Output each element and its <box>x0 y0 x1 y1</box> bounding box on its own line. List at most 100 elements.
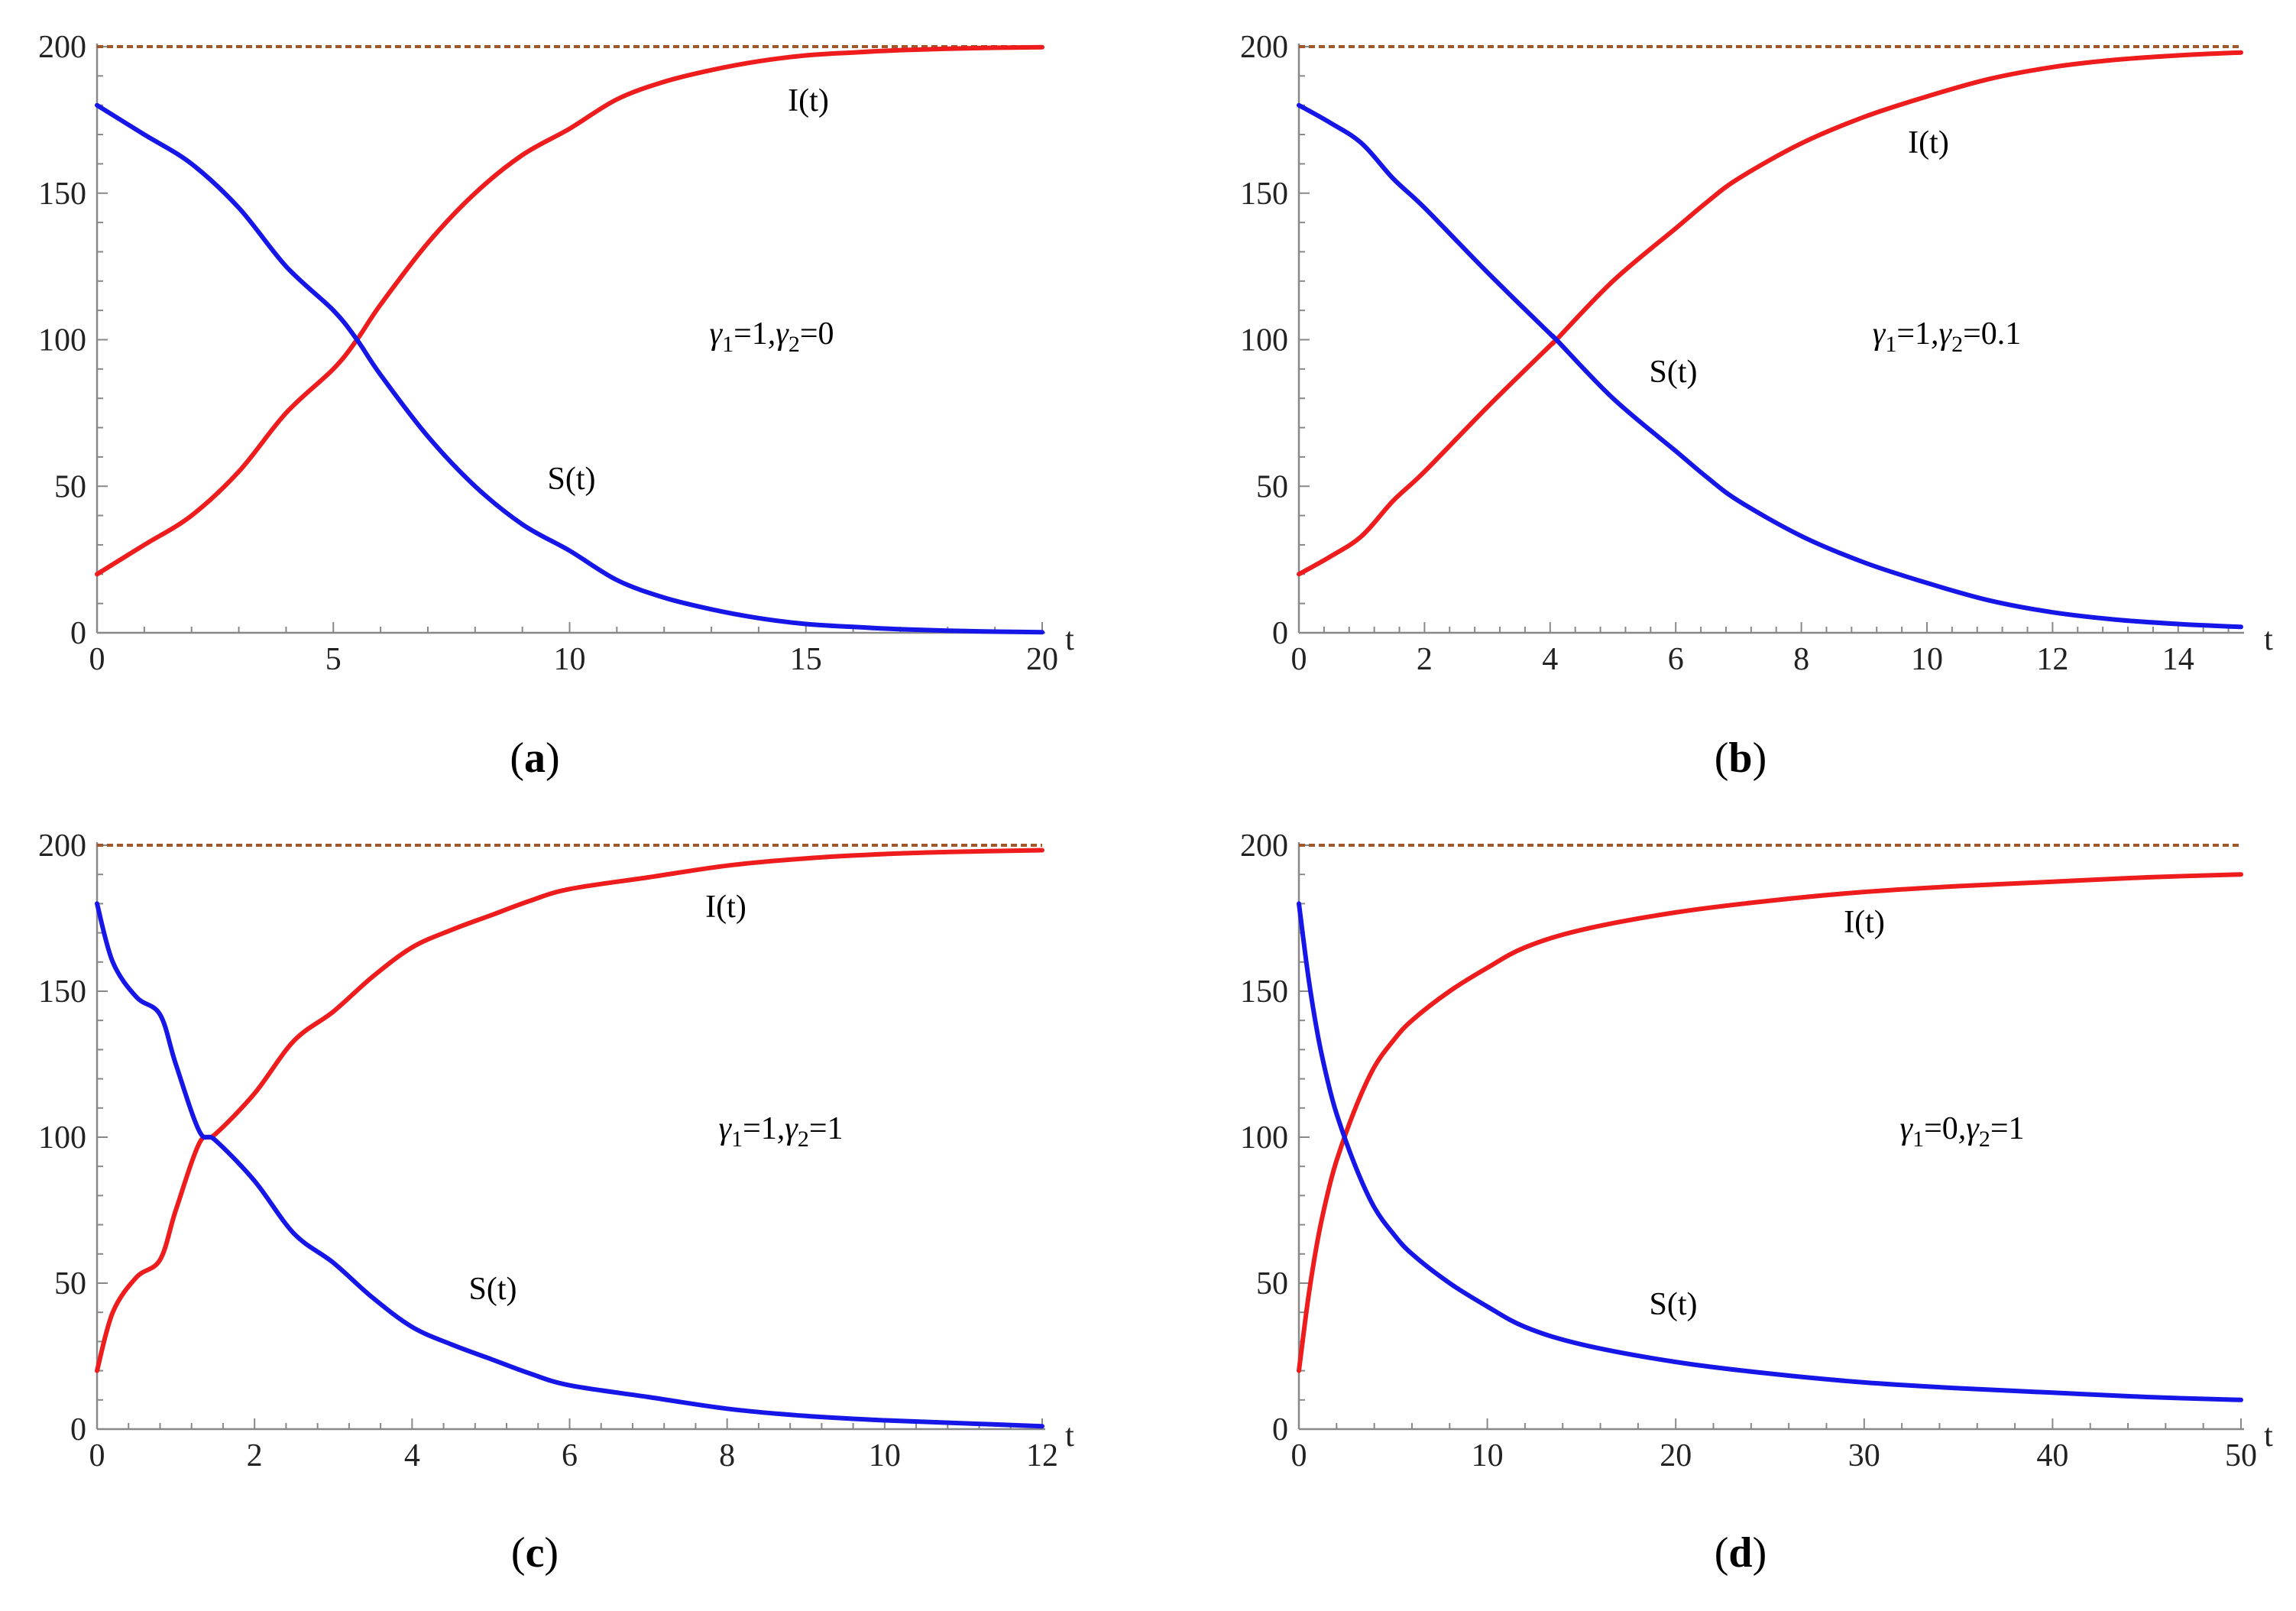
x-tick-label: 4 <box>1542 642 1558 677</box>
gamma-subscript: 2 <box>1979 1126 1990 1152</box>
panel-caption: (d) <box>1715 1529 1767 1577</box>
gamma-symbol: ,γ <box>1958 1111 1980 1146</box>
infected-curve <box>1297 872 2243 1373</box>
x-tick-label: 0 <box>1291 1438 1307 1473</box>
y-tick-label: 50 <box>1256 1266 1288 1301</box>
x-tick-label: 10 <box>1911 642 1943 677</box>
gamma1-value: 1 <box>1915 316 1931 352</box>
gamma-subscript: 2 <box>789 332 800 357</box>
panel-b: 0 2 4 6 8 10 12 14050100150200tI(t)S(t)γ1=1,γ2=… <box>1240 30 2273 782</box>
y-tick-label: 200 <box>1240 828 1288 864</box>
equals-sign: = <box>1896 316 1915 352</box>
susceptible-curve-label: S(t) <box>1650 1287 1698 1322</box>
caption-paren: ( <box>1715 1529 1729 1577</box>
x-tick-label: 8 <box>719 1438 735 1473</box>
panel-caption: (c) <box>511 1529 559 1577</box>
caption-letter: d <box>1728 1529 1752 1577</box>
infected-curve-label: I(t) <box>1908 125 1949 160</box>
equals-sign: = <box>1990 1111 2009 1146</box>
infected-curve <box>95 848 1044 1373</box>
y-tick-label: 100 <box>38 1120 86 1156</box>
gamma-subscript: 2 <box>798 1126 809 1152</box>
y-tick-label: 50 <box>54 469 86 504</box>
x-tick-label: 10 <box>554 642 586 677</box>
x-tick-label: 30 <box>1848 1438 1880 1473</box>
gamma-subscript: 2 <box>1951 332 1963 357</box>
equals-sign: = <box>743 1111 761 1146</box>
parameter-annotation: γ1=1,γ2=0.1 <box>1873 316 2022 357</box>
y-tick-label: 150 <box>38 974 86 1010</box>
gamma1-value: 1 <box>761 1111 777 1146</box>
infected-curve <box>95 44 1044 577</box>
x-axis-label: t <box>2264 1418 2273 1454</box>
x-tick-label: 40 <box>2036 1438 2068 1473</box>
gamma-subscript: 1 <box>1912 1126 1924 1152</box>
equals-sign: = <box>1963 316 1981 352</box>
x-tick-label: 2 <box>1417 642 1433 677</box>
susceptible-curve <box>1297 102 2243 630</box>
equals-sign: = <box>809 1111 827 1146</box>
equals-sign: = <box>800 316 818 352</box>
x-tick-label: 12 <box>2036 642 2068 677</box>
x-axis-label: t <box>1065 622 1074 657</box>
infected-curve <box>1297 50 2243 577</box>
y-tick-label: 150 <box>1240 177 1288 212</box>
caption-paren: ( <box>1715 734 1729 782</box>
x-tick-label: 0 <box>89 1438 105 1473</box>
gamma2-value: 1 <box>827 1111 844 1146</box>
x-tick-label: 50 <box>2225 1438 2257 1473</box>
x-tick-label: 6 <box>562 1438 578 1473</box>
caption-letter: a <box>524 734 546 782</box>
parameter-annotation: γ1=1,γ2=0 <box>710 316 834 357</box>
susceptible-curve <box>95 102 1044 635</box>
y-tick-label: 0 <box>70 1412 86 1447</box>
infected-curve-label: I(t) <box>788 83 829 118</box>
gamma-symbol: ,γ <box>1931 316 1953 352</box>
infected-curve-label: I(t) <box>1844 905 1885 940</box>
susceptible-curve <box>95 901 1044 1429</box>
y-tick-label: 0 <box>70 616 86 651</box>
equals-sign: = <box>733 316 752 352</box>
x-tick-label: 4 <box>404 1438 420 1473</box>
gamma-symbol: γ <box>1873 316 1886 352</box>
y-tick-label: 100 <box>1240 323 1288 358</box>
x-tick-label: 8 <box>1793 642 1809 677</box>
y-tick-label: 0 <box>1272 616 1288 651</box>
x-tick-label: 14 <box>2162 642 2194 677</box>
susceptible-curve-label: S(t) <box>548 462 596 497</box>
panel-caption: (b) <box>1715 734 1767 782</box>
susceptible-curve-label: S(t) <box>469 1272 517 1307</box>
x-tick-label: 20 <box>1026 642 1058 677</box>
x-tick-label: 0 <box>1291 642 1307 677</box>
panel-d: 0 10 20 30 40 50050100150200tI(t)S(t)γ1=0,γ2=… <box>1240 828 2273 1577</box>
caption-letter: c <box>526 1529 545 1577</box>
panel-a: 0 5 10 15 20050100150200tI(t)S(t)γ1=1,γ2=0(a… <box>38 30 1074 782</box>
gamma-symbol: γ <box>1900 1111 1914 1146</box>
susceptible-curve-label: S(t) <box>1650 355 1698 390</box>
y-tick-label: 200 <box>38 30 86 65</box>
caption-letter: b <box>1728 734 1752 782</box>
panel-caption: (a) <box>510 734 559 782</box>
gamma-symbol: γ <box>710 316 724 352</box>
x-tick-label: 6 <box>1668 642 1684 677</box>
y-tick-label: 0 <box>1272 1412 1288 1447</box>
caption-paren: ) <box>544 1529 559 1577</box>
caption-paren: ) <box>1753 1529 1767 1577</box>
y-tick-label: 150 <box>1240 974 1288 1010</box>
parameter-annotation: γ1=0,γ2=1 <box>1900 1111 2025 1152</box>
gamma-symbol: ,γ <box>777 1111 799 1146</box>
gamma-subscript: 1 <box>731 1126 743 1152</box>
y-tick-label: 100 <box>1240 1120 1288 1156</box>
gamma2-value: 0.1 <box>1981 316 2022 352</box>
gamma-subscript: 1 <box>1885 332 1896 357</box>
caption-paren: ( <box>511 1529 526 1577</box>
x-tick-label: 20 <box>1660 1438 1692 1473</box>
gamma1-value: 1 <box>752 316 768 352</box>
y-tick-label: 200 <box>1240 30 1288 65</box>
gamma1-value: 0 <box>1942 1111 1958 1146</box>
y-tick-label: 200 <box>38 828 86 864</box>
susceptible-curve <box>1297 901 2243 1402</box>
infected-curve-label: I(t) <box>705 890 746 925</box>
x-tick-label: 0 <box>89 642 105 677</box>
